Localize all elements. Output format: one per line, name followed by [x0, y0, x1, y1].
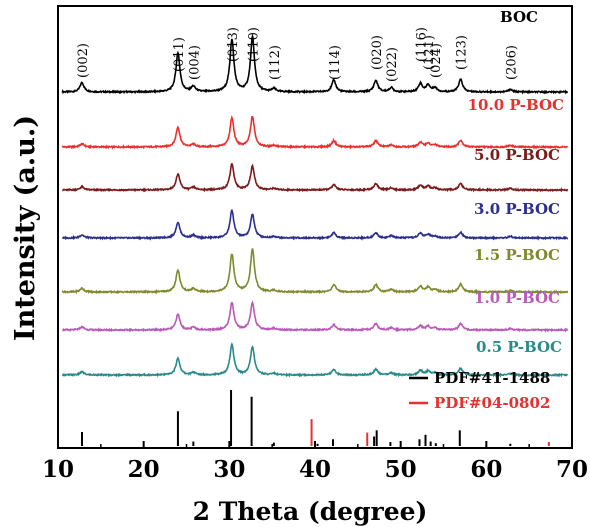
series-label: 1.0 P-BOC — [474, 289, 560, 307]
peak-label: (002) — [76, 43, 91, 78]
series-label: BOC — [500, 8, 538, 26]
x-tick-label: 30 — [213, 456, 245, 483]
xrd-trace — [61, 248, 569, 295]
x-axis-label: 2 Theta (degree) — [193, 497, 428, 526]
legend-label: PDF#04-0802 — [434, 394, 550, 412]
peak-labels: (002) (011) (004) (013) (110) (112) (114) (020)… — [76, 27, 519, 82]
peak-label: (013) — [226, 27, 241, 62]
legend: PDF#41-1488 PDF#04-0802 — [409, 369, 550, 412]
xrd-trace — [61, 208, 569, 241]
reference-bars — [80, 390, 550, 446]
peak-label: (206) — [504, 45, 519, 80]
peak-label: (004) — [187, 45, 202, 80]
peak-label: (112) — [268, 45, 283, 80]
xrd-trace — [62, 162, 569, 193]
x-axis: 10 20 30 40 50 60 70 — [42, 441, 588, 483]
x-tick-label: 50 — [385, 456, 417, 483]
xrd-trace — [61, 115, 569, 150]
series-label: 0.5 P-BOC — [476, 338, 562, 356]
x-tick-label: 60 — [470, 456, 502, 483]
series-label: 10.0 P-BOC — [468, 96, 564, 114]
xrd-trace — [62, 300, 568, 333]
peak-label: (114) — [328, 45, 343, 80]
peak-label: (123) — [455, 35, 470, 70]
legend-label: PDF#41-1488 — [434, 369, 550, 387]
series-label: 3.0 P-BOC — [474, 200, 560, 218]
peak-label: (121) — [422, 35, 437, 70]
peak-label: (020) — [370, 35, 385, 70]
y-axis-label: Intensity (a.u.) — [10, 115, 41, 341]
peak-label: (110) — [247, 27, 262, 62]
series-label: 5.0 P-BOC — [474, 146, 560, 164]
x-tick-label: 20 — [128, 456, 160, 483]
peak-label: (022) — [385, 47, 400, 82]
xrd-traces — [61, 33, 569, 378]
x-tick-label: 10 — [42, 456, 74, 483]
peak-label: (116) — [414, 27, 429, 62]
xrd-trace — [61, 342, 568, 378]
peak-label: (011) — [172, 37, 187, 72]
xrd-trace — [61, 33, 569, 95]
peak-label: (024) — [429, 43, 444, 78]
x-tick-label: 40 — [299, 456, 331, 483]
series-labels: BOC 10.0 P-BOC 5.0 P-BOC 3.0 P-BOC 1.5 P-BOC… — [468, 8, 564, 356]
x-tick-label: 70 — [556, 456, 588, 483]
series-label: 1.5 P-BOC — [474, 246, 560, 264]
